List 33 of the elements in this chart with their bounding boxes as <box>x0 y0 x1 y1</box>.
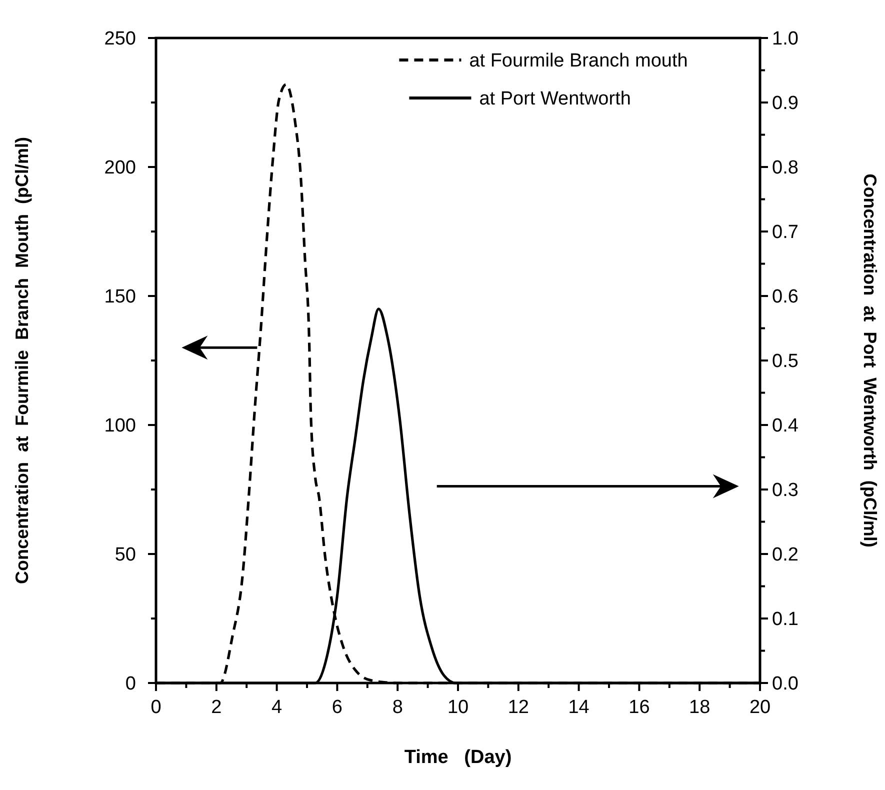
y2-tick-label: 0.9 <box>772 93 798 114</box>
x-tick-label: 14 <box>568 697 590 718</box>
y2-tick-label: 0.0 <box>772 674 798 695</box>
y2-tick-label: 1.0 <box>772 28 798 50</box>
x-tick-label: 8 <box>392 697 403 718</box>
x-tick-label: 4 <box>272 697 283 718</box>
x-tick-label: 18 <box>689 697 710 718</box>
x-tick-label: 6 <box>332 697 342 718</box>
y-tick-label: 150 <box>104 286 136 308</box>
y-tick-label: 50 <box>114 544 136 566</box>
x-axis-title: Time (Day) <box>404 747 512 768</box>
x-tick-label: 12 <box>508 697 529 718</box>
x-tick-label: 20 <box>749 697 771 718</box>
x-tick-label: 2 <box>211 697 222 718</box>
legend-label: at Fourmile Branch mouth <box>469 50 688 72</box>
y2-tick-label: 0.7 <box>772 222 798 244</box>
x-tick-label: 0 <box>150 697 162 718</box>
y-tick-label: 200 <box>104 158 136 179</box>
y2-tick-label: 0.4 <box>772 416 799 437</box>
y2-tick-label: 0.8 <box>772 158 798 179</box>
y-axis-title: Concentration at Fourmile Branch Mouth (pCl/ml) <box>12 136 32 584</box>
y-tick-label: 250 <box>104 28 136 50</box>
legend-label: at Port Wentworth <box>479 88 631 110</box>
y-tick-label: 100 <box>104 416 136 437</box>
x-tick-label: 10 <box>447 697 469 718</box>
y2-tick-label: 0.1 <box>772 609 798 630</box>
y2-tick-label: 0.5 <box>772 351 798 372</box>
y-tick-label: 0 <box>125 674 136 695</box>
y2-tick-label: 0.2 <box>772 544 798 566</box>
x-tick-label: 16 <box>628 697 650 718</box>
y2-tick-label: 0.3 <box>772 480 798 502</box>
y2-tick-label: 0.6 <box>772 286 798 308</box>
y2-axis-title: Concentration at Port Wentworth (pCl/ml) <box>860 174 880 548</box>
